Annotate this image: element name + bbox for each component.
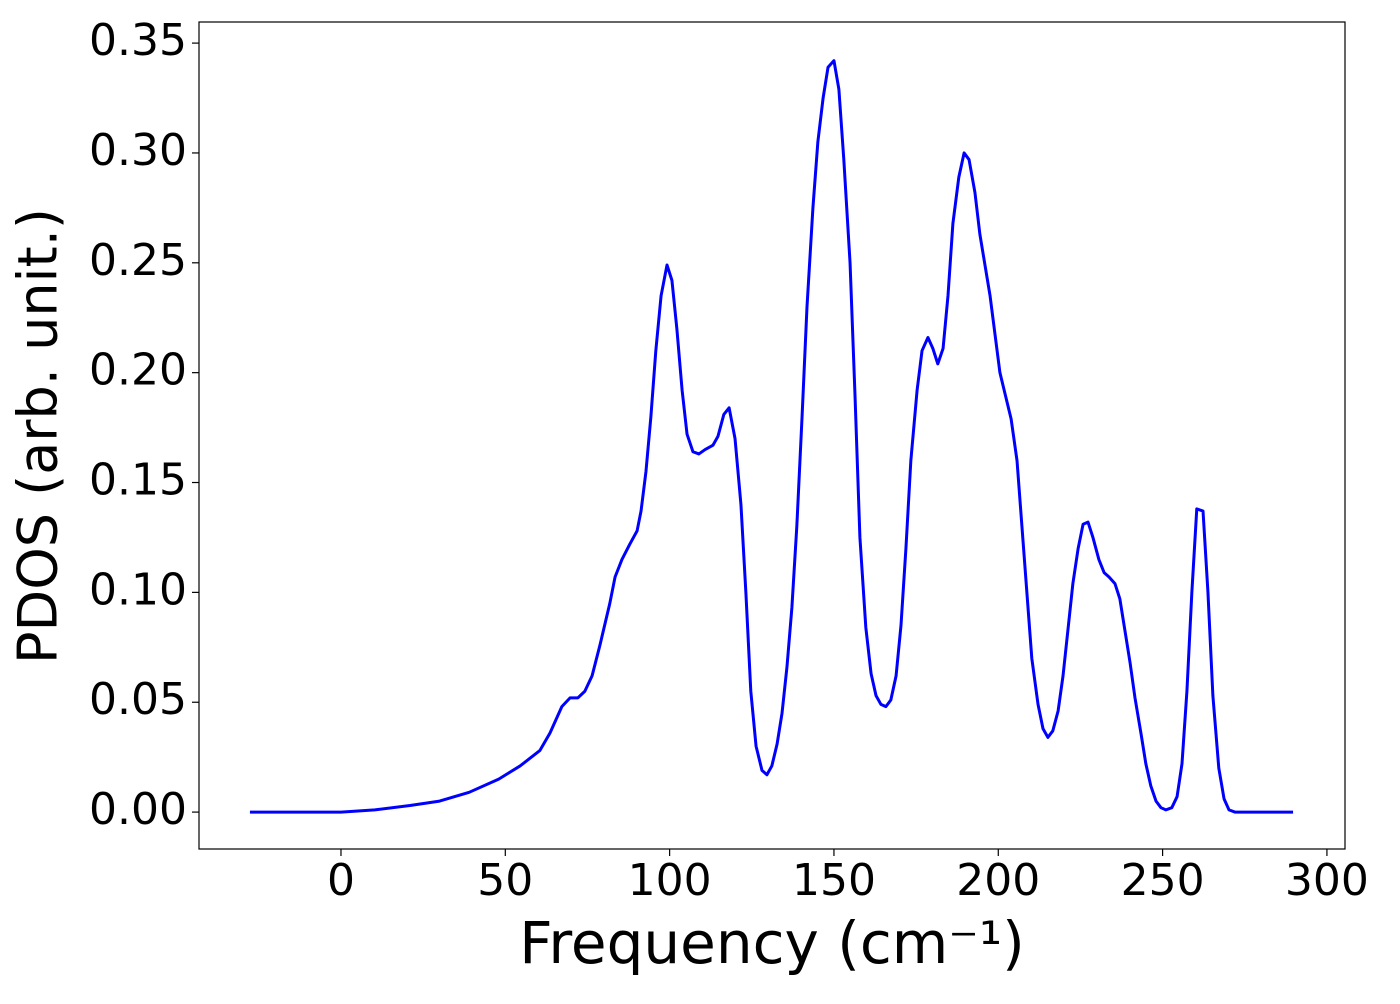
x-tick-label: 50	[477, 855, 533, 906]
y-axis-label: PDOS (arb. unit.)	[7, 208, 70, 664]
y-tick-label: 0.00	[89, 784, 187, 835]
y-tick-label: 0.25	[89, 235, 187, 286]
line-series	[249, 59, 1294, 814]
y-tick-label: 0.30	[89, 125, 187, 176]
y-tick-label: 0.10	[89, 564, 187, 615]
y-tick-label: 0.20	[89, 345, 187, 396]
x-tick-label: 0	[327, 855, 355, 906]
x-tick-label: 150	[792, 855, 876, 906]
y-tick-label: 0.15	[89, 455, 187, 506]
x-tick-label: 200	[956, 855, 1040, 906]
y-tick-label: 0.05	[89, 674, 187, 725]
x-tick-label: 100	[628, 855, 712, 906]
plot-frame	[198, 21, 1346, 850]
x-tick-label: 250	[1121, 855, 1205, 906]
y-tick-label: 0.35	[89, 15, 187, 66]
x-tick-label: 300	[1285, 855, 1369, 906]
x-axis-label: Frequency (cm⁻¹)	[519, 909, 1025, 977]
